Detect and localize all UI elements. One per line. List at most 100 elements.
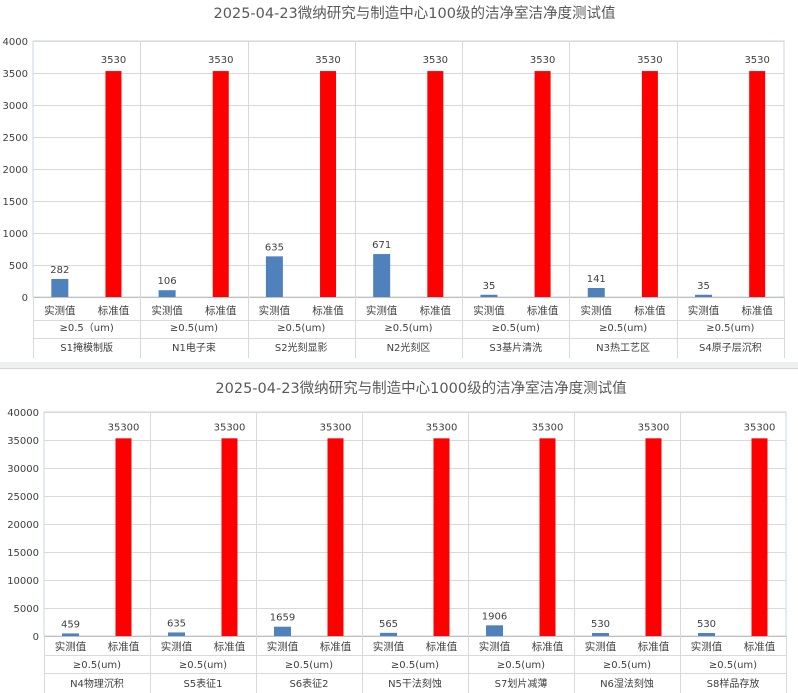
category-label-measured: 实测值	[373, 640, 405, 653]
category-label-particle: ≥0.5(um)	[492, 323, 540, 334]
category-label-particle: ≥0.5(um)	[599, 323, 647, 334]
category-label-area: S6表征2	[289, 677, 328, 690]
bar-measured	[274, 626, 291, 636]
y-tick-label: 2500	[3, 133, 28, 144]
category-label-area: N5干法刻蚀	[388, 677, 442, 690]
category-label-area: S5表征1	[183, 677, 222, 690]
data-label-standard: 3530	[101, 55, 126, 66]
bar-measured	[168, 632, 185, 636]
category-label-standard: 标准值	[320, 640, 352, 653]
sheet-gap	[0, 362, 798, 368]
y-tick-label: 500	[9, 261, 28, 272]
bar-standard	[749, 71, 766, 297]
chart-1000-svg: 2025-04-23微纳研究与制造中心1000级的洁净室洁净度测试值 0 5000 1…	[7, 380, 787, 693]
bar-measured	[62, 633, 79, 636]
bar-measured	[380, 632, 397, 636]
data-label-standard: 35300	[108, 422, 140, 433]
category-label-measured: 实测值	[55, 640, 87, 653]
chart-title: 2025-04-23微纳研究与制造中心1000级的洁净室洁净度测试值	[215, 380, 626, 397]
category-label-measured: 实测值	[366, 304, 398, 317]
category-label-measured: 实测值	[161, 640, 193, 653]
category-label-standard: 标准值	[532, 640, 564, 653]
bar-measured	[587, 287, 605, 297]
y-tick-label: 15000	[7, 548, 39, 559]
category-label-particle: ≥0.5(um)	[179, 660, 227, 671]
category-label-standard: 标准值	[741, 304, 773, 317]
data-label-standard: 3530	[423, 55, 448, 66]
y-tick-label: 20000	[7, 520, 39, 531]
bar-standard	[534, 71, 551, 297]
category-label-standard: 标准值	[527, 304, 559, 317]
bar-measured	[373, 254, 391, 297]
category-label-standard: 标准值	[98, 304, 130, 317]
category-label-area: N3热工艺区	[596, 341, 650, 354]
data-label-measured: 1659	[270, 613, 295, 624]
y-tick-label: 40000	[7, 408, 39, 419]
category-label-standard: 标准值	[108, 640, 140, 653]
bar-measured	[486, 625, 503, 636]
category-label-standard: 标准值	[634, 304, 666, 317]
data-label-standard: 3530	[208, 55, 233, 66]
bar-measured	[51, 278, 69, 297]
bar-standard	[539, 438, 556, 636]
category-label-standard: 标准值	[205, 304, 237, 317]
data-label-standard: 3530	[637, 55, 662, 66]
data-label-standard: 35300	[426, 422, 458, 433]
bar-measured	[592, 633, 609, 636]
category-label-particle: ≥0.5(um)	[285, 660, 333, 671]
y-tick-label: 3500	[3, 69, 28, 80]
category-label-area: S8样品存放	[707, 677, 760, 690]
category-label-measured: 实测值	[585, 640, 617, 653]
category-label-measured: 实测值	[691, 640, 723, 653]
category-label-measured: 实测值	[479, 640, 511, 653]
category-label-standard: 标准值	[214, 640, 246, 653]
data-label-measured: 671	[372, 240, 391, 251]
y-tick-label: 10000	[7, 576, 39, 587]
y-tick-label: 25000	[7, 492, 39, 503]
bar-standard	[221, 438, 238, 636]
chart-100-class[interactable]: 2025-04-23微纳研究与制造中心100级的洁净室洁净度测试值 0 500 100…	[0, 0, 798, 363]
category-label-measured: 实测值	[267, 640, 299, 653]
category-label-measured: 实测值	[151, 304, 183, 317]
category-label-measured: 实测值	[688, 304, 720, 317]
category-label-standard: 标准值	[638, 640, 670, 653]
bar-standard	[433, 438, 450, 636]
category-label-measured: 实测值	[259, 304, 291, 317]
category-label-particle: ≥0.5(um)	[384, 323, 432, 334]
data-label-measured: 635	[167, 618, 186, 629]
y-tick-label: 30000	[7, 464, 39, 475]
category-label-area: S7划片减薄	[495, 677, 548, 690]
chart-title: 2025-04-23微纳研究与制造中心100级的洁净室洁净度测试值	[214, 5, 616, 22]
y-tick-label: 3000	[3, 101, 28, 112]
bar-measured	[698, 633, 715, 636]
bar-standard	[427, 71, 444, 297]
y-tick-label: 35000	[7, 436, 39, 447]
y-tick-label: 4000	[3, 37, 28, 48]
category-label-particle: ≥0.5(um)	[73, 660, 121, 671]
category-label-area: N6湿法刻蚀	[600, 677, 654, 690]
bar-measured	[265, 256, 283, 297]
data-label-measured: 635	[265, 242, 284, 253]
category-label-particle: ≥0.5(um)	[497, 660, 545, 671]
data-label-measured: 459	[61, 619, 80, 630]
category-label-area: S3基片清洗	[489, 341, 542, 354]
data-label-standard: 3530	[744, 55, 769, 66]
y-tick-label: 2000	[3, 165, 28, 176]
chart-100-svg: 2025-04-23微纳研究与制造中心100级的洁净室洁净度测试值 0 500 100…	[3, 5, 785, 358]
y-tick-label: 1000	[3, 229, 28, 240]
data-label-measured: 35	[483, 281, 496, 292]
chart-1000-class[interactable]: 2025-04-23微纳研究与制造中心1000级的洁净室洁净度测试值 0 5000 1…	[0, 368, 798, 693]
category-label-area: N1电子束	[172, 341, 216, 354]
y-tick-label: 5000	[14, 604, 39, 615]
data-label-measured: 1906	[482, 611, 507, 622]
data-label-measured: 106	[158, 276, 177, 287]
data-label-measured: 35	[697, 281, 710, 292]
data-label-standard: 3530	[530, 55, 555, 66]
category-label-particle: ≥0.5（um)	[60, 322, 114, 334]
data-label-standard: 35300	[638, 422, 670, 433]
bar-standard	[320, 71, 337, 297]
data-label-standard: 35300	[532, 422, 564, 433]
category-label-standard: 标准值	[744, 640, 776, 653]
category-label-particle: ≥0.5(um)	[277, 323, 325, 334]
data-label-standard: 3530	[315, 55, 340, 66]
